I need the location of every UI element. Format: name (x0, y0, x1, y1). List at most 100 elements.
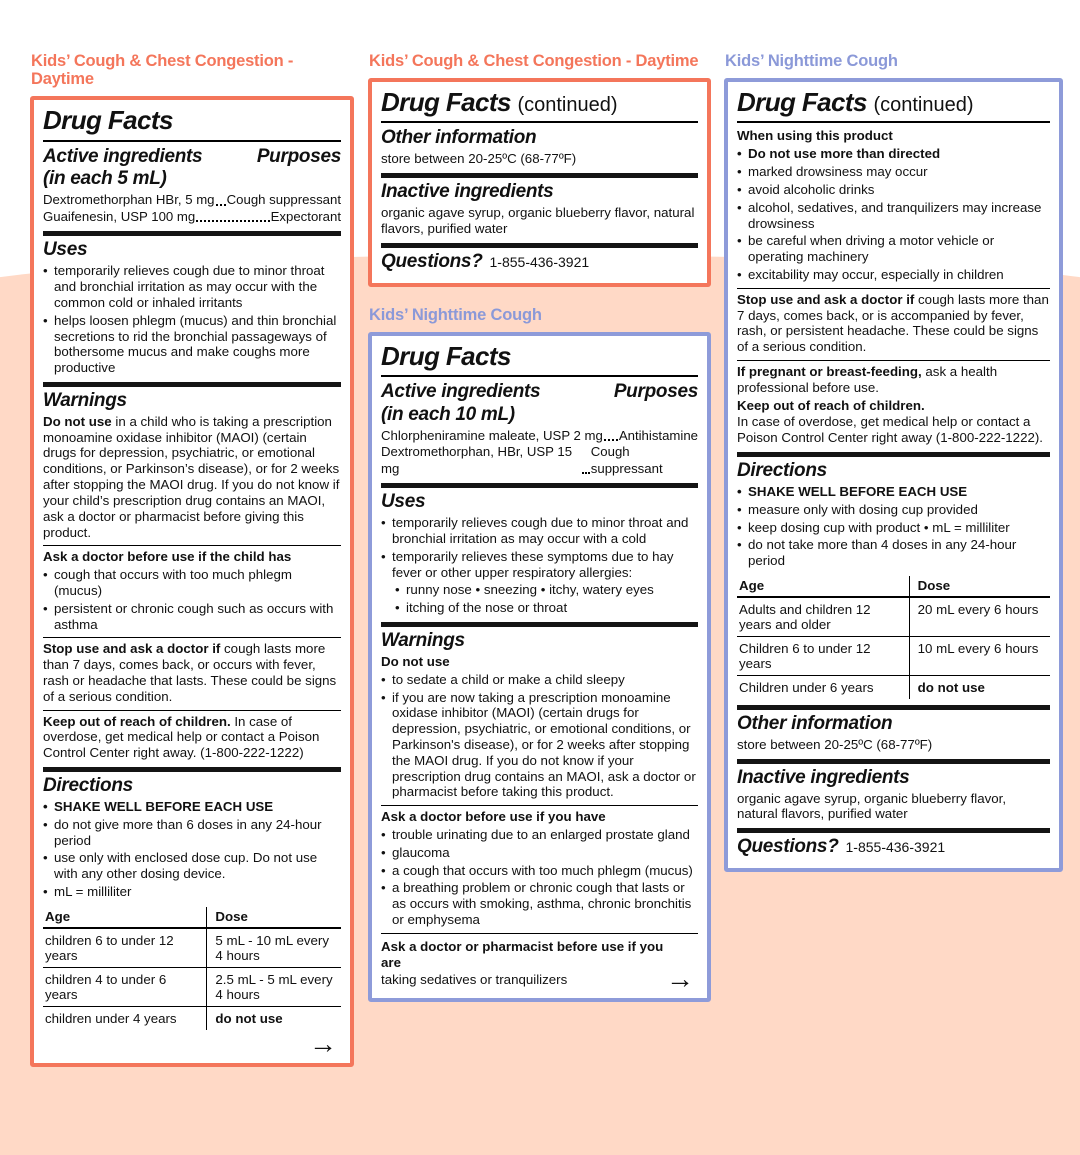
product-title-daytime-continued: Kids’ Cough & Chest Congestion - Daytime (369, 52, 699, 70)
when-using-item: avoid alcoholic drinks (737, 182, 1050, 198)
purposes-label: Purposes (256, 145, 341, 167)
continued-label: (continued) (873, 94, 974, 117)
directions-item-shake: SHAKE WELL BEFORE EACH USE (737, 484, 1050, 500)
section-divider (43, 231, 341, 237)
questions-phone: 1-855-436-3921 (489, 253, 590, 270)
product-title-nighttime-continued: Kids’ Nighttime Cough (725, 52, 898, 70)
active-ingredients-per-dose: (in each 5 mL) (43, 168, 167, 190)
do-not-use-heading: Do not use (381, 653, 450, 669)
dotted-leader (603, 439, 618, 442)
dosing-row: children 4 to under 6 years 2.5 mL - 5 m… (43, 966, 341, 1007)
dosing-row: Children 6 to under 12 years 10 mL every… (737, 636, 1050, 676)
ask-doctor-item: persistent or chronic cough such as occu… (43, 601, 341, 633)
questions-phone: 1-855-436-3921 (845, 839, 946, 856)
stop-use-lead: Stop use and ask a doctor if (43, 641, 221, 657)
drug-facts-heading: Drug Facts (381, 341, 698, 377)
dosing-table: Age Dose Adults and children 12 years an… (737, 576, 1050, 700)
dose-column-header: Dose (206, 906, 341, 929)
active-ingredients-per-dose: (in each 10 mL) (381, 403, 515, 425)
product-title-nighttime: Kids’ Nighttime Cough (369, 305, 542, 324)
do-not-use-item: to sedate a child or make a child sleepy (381, 672, 698, 688)
sub-divider (43, 545, 341, 547)
continued-arrow-row: → (43, 1030, 341, 1058)
pregnant-text: ask a health professional before use. (737, 364, 998, 395)
directions-item: keep dosing cup with product • mL = mill… (737, 520, 1050, 536)
drug-facts-heading: Drug Facts (43, 105, 341, 142)
uses-item: temporarily relieves cough due to minor … (381, 515, 698, 547)
uses-subitem: itching of the nose or throat (395, 600, 698, 616)
ask-doctor-item: trouble urinating due to an enlarged pro… (381, 827, 698, 843)
drug-facts-continued-heading: Drug Facts (continued) (737, 87, 1050, 124)
ingredient-purpose: Cough suppressant (226, 192, 341, 208)
column-daytime-main: Kids’ Cough & Chest Congestion - Daytime… (30, 52, 354, 1068)
keep-out-heading: Keep out of reach of children. (737, 397, 925, 413)
other-information-text: store between 20-25ºC (68-77ºF) (381, 151, 577, 167)
section-divider (737, 758, 1050, 764)
ask-doctor-heading: Ask a doctor before use if the child has (43, 549, 292, 565)
when-using-item: excitability may occur, especially in ch… (737, 267, 1050, 283)
ingredient-name: Guaifenesin, USP 100 mg (43, 208, 196, 224)
dose-cell: 20 mL every 6 hours (908, 597, 1050, 637)
purposes-label: Purposes (613, 380, 698, 402)
dotted-leader (581, 472, 590, 475)
continued-label: (continued) (517, 94, 618, 117)
dotted-leader (196, 220, 270, 223)
inactive-ingredients-text: organic agave syrup, organic blueberry f… (737, 790, 1007, 822)
inactive-ingredients-text: organic agave syrup, organic blueberry f… (381, 205, 695, 236)
ingredient-purpose: Cough suppressant (590, 444, 663, 476)
age-cell: children 4 to under 6 years (43, 966, 207, 1007)
drug-facts-continued-heading: Drug Facts (continued) (381, 87, 698, 124)
dose-cell: do not use (206, 1005, 341, 1030)
uses-list: temporarily relieves cough due to minor … (381, 515, 698, 616)
questions-heading: Questions? (381, 250, 483, 272)
section-divider (43, 767, 341, 773)
dose-cell: 2.5 mL - 5 mL every 4 hours (206, 966, 341, 1007)
sub-divider (737, 287, 1050, 289)
pregnant-lead: If pregnant or breast-feeding, (737, 364, 922, 379)
warnings-heading: Warnings (381, 630, 465, 652)
drug-facts-panel-nighttime-2: Drug Facts (continued) When using this p… (724, 78, 1063, 873)
column-nighttime-continued: Kids’ Nighttime Cough Drug Facts (contin… (724, 52, 1063, 873)
uses-heading: Uses (381, 491, 426, 513)
inactive-ingredients-heading: Inactive ingredients (737, 766, 910, 788)
section-divider (737, 452, 1050, 458)
inactive-ingredients-heading: Inactive ingredients (381, 181, 554, 203)
questions-row: Questions? 1-855-436-3921 (381, 250, 698, 273)
active-ingredients-label: Active ingredients (381, 380, 541, 402)
ask-doctor-heading: Ask a doctor before use if you have (381, 809, 606, 825)
age-cell: children under 4 years (43, 1005, 207, 1030)
drug-facts-panel-nighttime-1: Drug Facts Active ingredients Purposes (… (368, 331, 711, 1003)
age-column-header: Age (43, 906, 207, 929)
ask-doctor-item: a cough that occurs with too much phlegm… (381, 863, 698, 879)
drug-facts-panel-daytime-2: Drug Facts (continued) Other information… (368, 78, 711, 287)
ask-doctor-item: a breathing problem or chronic cough tha… (381, 880, 698, 927)
drug-facts-panel-daytime-1: Drug Facts Active ingredients Purposes (… (30, 96, 354, 1068)
stop-use-text: cough lasts more than 7 days, comes back… (43, 641, 337, 704)
do-not-use-item: if you are now taking a prescription mon… (381, 690, 698, 801)
warnings-heading: Warnings (43, 389, 127, 411)
dose-cell: do not use (908, 675, 1050, 700)
when-using-heading: When using this product (737, 128, 893, 144)
dosing-table: Age Dose children 6 to under 12 years 5 … (43, 906, 341, 1030)
dosing-row: Adults and children 12 years and older 2… (737, 597, 1050, 637)
drug-facts-label: Drug Facts (381, 87, 511, 118)
keep-out-text: In case of overdose, get medical help or… (737, 414, 1043, 446)
uses-item: temporarily relieves cough due to minor … (43, 263, 341, 310)
sub-divider (381, 932, 698, 934)
ingredient-name: Dextromethorphan, HBr, USP 15 mg (381, 444, 573, 476)
when-using-item: alcohol, sedatives, and tranquilizers ma… (737, 200, 1050, 232)
section-divider (381, 242, 698, 248)
when-using-list: Do not use more than directed marked dro… (737, 146, 1050, 283)
dotted-leader (215, 203, 226, 206)
dose-cell: 10 mL every 6 hours (908, 636, 1050, 676)
age-cell: Children under 6 years (737, 675, 910, 700)
do-not-use-paragraph: Do not use in a child who is taking a pr… (43, 414, 341, 541)
age-cell: Children 6 to under 12 years (737, 636, 910, 676)
questions-heading: Questions? (737, 836, 839, 858)
stop-use-lead: Stop use and ask a doctor if (737, 291, 915, 307)
sub-divider (43, 709, 341, 711)
uses-heading: Uses (43, 239, 88, 261)
ingredient-name: Dextromethorphan HBr, 5 mg (43, 192, 215, 208)
section-divider (381, 173, 698, 179)
directions-item-shake: SHAKE WELL BEFORE EACH USE (43, 799, 341, 815)
